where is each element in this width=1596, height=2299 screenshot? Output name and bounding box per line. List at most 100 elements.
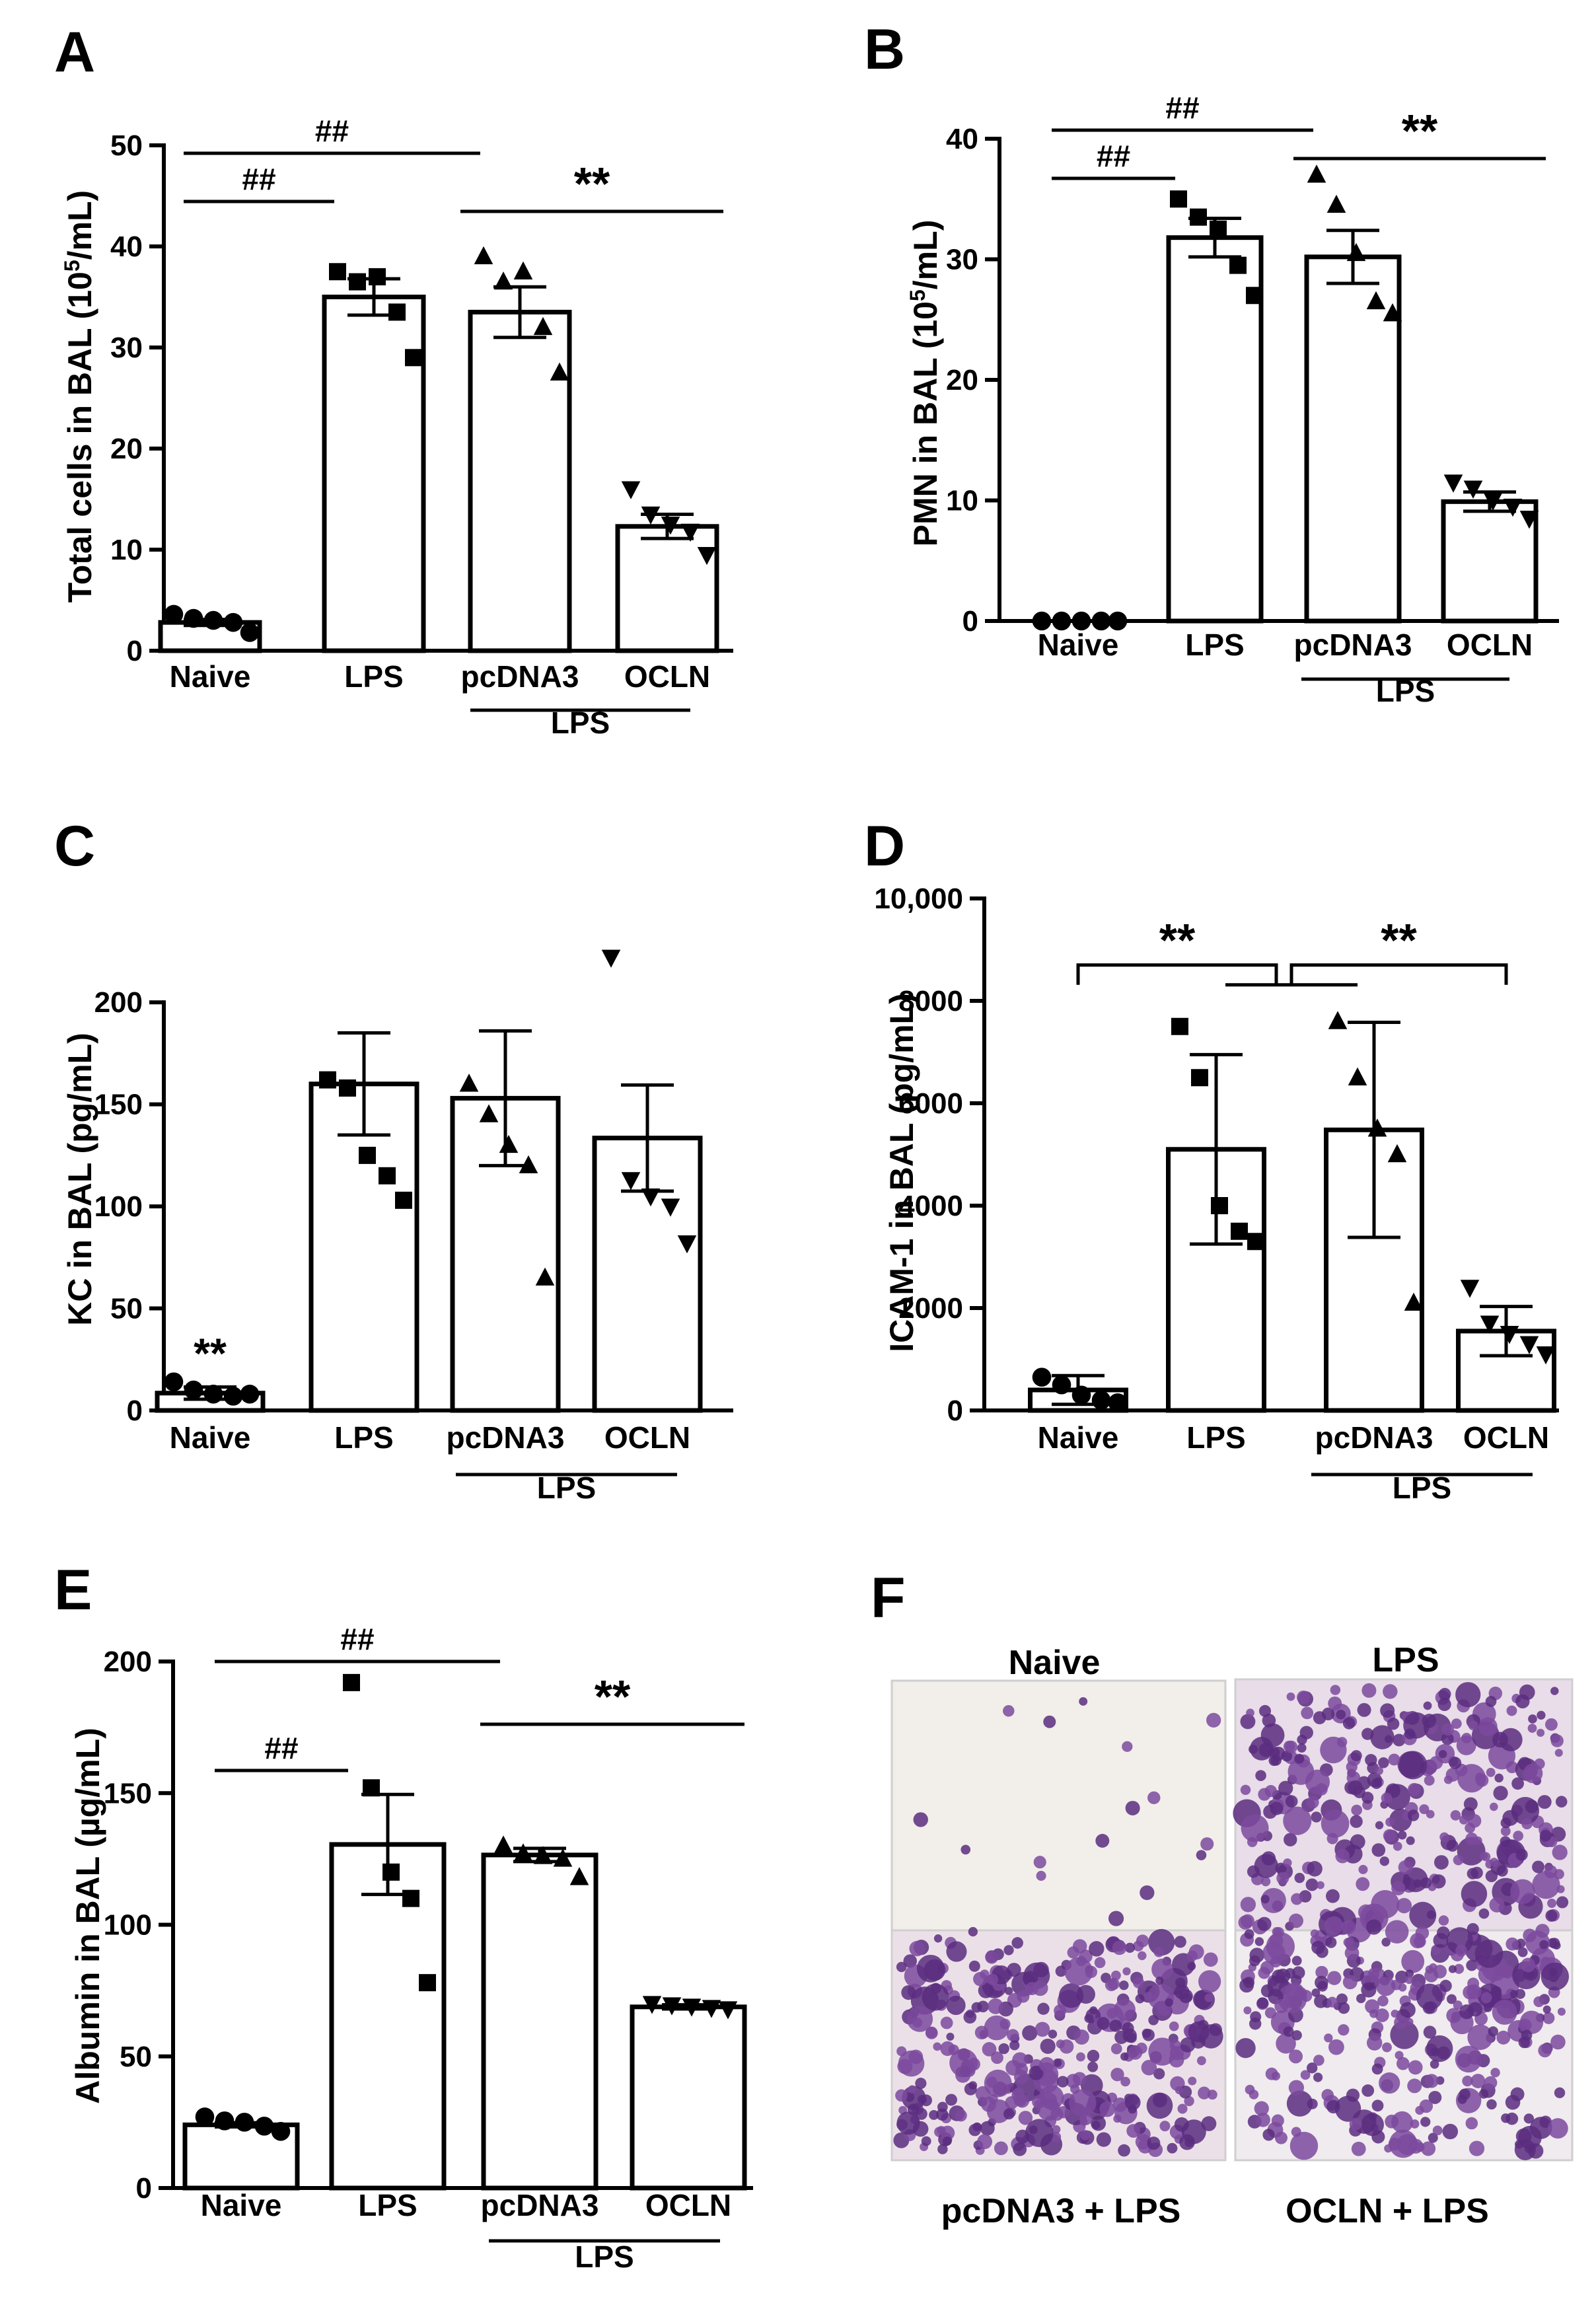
category-label: OCLN — [604, 1420, 690, 1455]
data-point — [642, 1996, 662, 2014]
data-point — [1480, 1315, 1500, 1334]
cell — [1358, 1864, 1368, 1874]
cell — [1428, 2090, 1442, 2104]
cell — [1089, 2006, 1098, 2015]
y-tick-label: 30 — [110, 332, 143, 364]
cell — [1542, 2012, 1555, 2024]
category-label: LPS — [334, 1420, 393, 1455]
cell — [1247, 1865, 1260, 1878]
data-point — [419, 1974, 436, 1992]
cell — [1461, 1881, 1488, 1907]
cell — [1057, 2076, 1069, 2088]
cell — [1240, 1714, 1256, 1730]
y-tick-label: 40 — [110, 231, 143, 263]
bar-lps — [1166, 235, 1264, 624]
cell — [1118, 2144, 1130, 2157]
data-point — [240, 623, 260, 642]
cell — [933, 1934, 943, 1943]
cell — [1315, 1965, 1328, 1979]
cell — [1439, 1979, 1452, 1992]
cell — [1294, 1872, 1305, 1883]
data-point — [1519, 511, 1539, 529]
cell — [942, 2136, 952, 2146]
cell — [1537, 1795, 1552, 1809]
cell — [1186, 1950, 1198, 1961]
cell — [1159, 2121, 1171, 2132]
data-point — [1346, 242, 1366, 262]
cell — [1307, 1861, 1323, 1877]
cell — [1511, 1797, 1540, 1825]
cell — [1515, 1989, 1526, 1999]
group-label: LPS — [1393, 1471, 1451, 1505]
cell — [1438, 1915, 1449, 1926]
cell — [1556, 1885, 1565, 1893]
cell — [1346, 2088, 1360, 2102]
cell — [1465, 2117, 1478, 2130]
cell — [961, 1844, 971, 1855]
cell — [1271, 2114, 1284, 2127]
cell — [1025, 2119, 1054, 2148]
cell — [1521, 2029, 1533, 2041]
data-point — [379, 1167, 396, 1185]
cell — [1119, 1980, 1129, 1990]
cell — [1209, 2023, 1222, 2037]
cell — [980, 2121, 995, 2136]
cell — [991, 2051, 1003, 2064]
cell — [916, 1954, 945, 1983]
cell — [1203, 1952, 1218, 1967]
cell — [1112, 1940, 1127, 1955]
data-point — [479, 1104, 499, 1122]
cell — [898, 2050, 925, 2077]
cell — [1120, 2076, 1130, 2087]
cell — [1465, 1832, 1478, 1846]
cell — [1361, 1683, 1377, 1698]
cell — [1516, 1938, 1526, 1948]
cell — [1423, 2025, 1437, 2039]
data-point — [1091, 1391, 1111, 1410]
cell — [1489, 1858, 1499, 1867]
cell — [1510, 1879, 1535, 1905]
cell — [1432, 2125, 1443, 2136]
cell — [1430, 2047, 1440, 2057]
y-tick-label: 0 — [136, 2172, 152, 2205]
significance-bracket-right — [1225, 963, 1508, 987]
cell — [1385, 1817, 1395, 1827]
cell — [1076, 2052, 1085, 2062]
cell — [1383, 1684, 1398, 1699]
cell — [1371, 2099, 1384, 2112]
cell — [1169, 2039, 1181, 2051]
cell — [1423, 1701, 1432, 1710]
cell — [946, 1941, 967, 1962]
category-label: Naive — [170, 659, 251, 694]
cell — [1547, 1938, 1558, 1948]
y-axis-label: PMN in BAL (105/mL) — [906, 220, 944, 547]
panel-label-a: A — [54, 20, 95, 84]
cell — [1039, 2057, 1055, 2073]
y-axis-label: Albumin in BAL (µg/mL) — [69, 1728, 106, 2103]
data-point — [1443, 474, 1463, 493]
group-label: LPS — [537, 1471, 596, 1505]
cell — [1426, 1910, 1436, 1919]
cell — [1419, 2099, 1433, 2113]
cell — [1371, 1843, 1386, 1857]
cell — [1204, 1993, 1214, 2002]
y-tick-label: 50 — [120, 2041, 152, 2073]
y-tick-label: 2000 — [898, 1292, 963, 1325]
cell — [1285, 1740, 1298, 1753]
cell — [1397, 1751, 1424, 1778]
cell — [1050, 2107, 1064, 2121]
group-label: LPS — [1376, 674, 1435, 708]
cell — [1122, 1741, 1133, 1752]
panel-label-e: E — [54, 1558, 92, 1622]
significance-label: ## — [315, 114, 349, 148]
cell — [1122, 1967, 1131, 1976]
cell — [986, 2076, 998, 2088]
cell — [998, 2043, 1009, 2055]
cell — [1554, 2087, 1566, 2099]
category-label: pcDNA3 — [447, 1420, 565, 1455]
cell — [1453, 1854, 1464, 1866]
cell — [1076, 1985, 1095, 2004]
cell — [1407, 2078, 1422, 2094]
cell — [1003, 2108, 1015, 2120]
y-tick-label: 40 — [946, 123, 978, 155]
